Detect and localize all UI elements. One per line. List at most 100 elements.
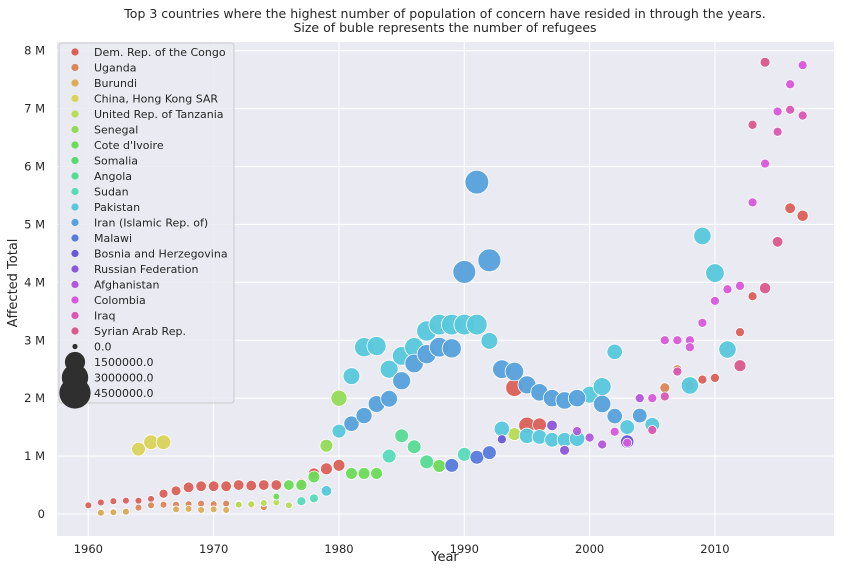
- data-point: [680, 376, 700, 395]
- x-tick-label: 1970: [199, 542, 228, 556]
- y-tick-label: 4 M: [24, 275, 45, 289]
- data-point: [284, 501, 293, 510]
- chart-title: Top 3 countries where the highest number…: [123, 6, 765, 21]
- data-point: [672, 335, 683, 346]
- data-point: [220, 480, 232, 492]
- data-point: [270, 479, 283, 491]
- legend-label: United Rep. of Tanzania: [94, 108, 224, 121]
- y-tick-label: 2 M: [24, 391, 45, 405]
- data-point: [659, 335, 670, 346]
- data-point: [379, 359, 399, 379]
- data-point: [747, 197, 758, 208]
- data-point: [747, 291, 758, 302]
- legend-marker: [71, 125, 79, 134]
- x-tick-label: 2000: [575, 542, 604, 556]
- data-point: [747, 119, 758, 130]
- legend-label: Dem. Rep. of the Congo: [94, 46, 226, 59]
- ticks-layer: 1960 1970 1980 1990 2000 2010 0 1 M 2 M 3 M 4 M 5 M…: [24, 44, 729, 556]
- y-tick-label: 8 M: [24, 44, 45, 58]
- data-point: [158, 488, 169, 499]
- data-point: [441, 338, 462, 359]
- data-point: [797, 110, 808, 121]
- data-point: [155, 434, 172, 450]
- data-point: [320, 485, 333, 497]
- data-point: [697, 317, 708, 328]
- data-point: [380, 389, 398, 408]
- legend-marker: [71, 218, 79, 227]
- data-point: [308, 493, 319, 504]
- legend-marker: [71, 172, 79, 180]
- data-point: [147, 495, 155, 503]
- data-point: [771, 236, 784, 248]
- legend-label: Iraq: [94, 310, 116, 323]
- legend-label: Senegal: [94, 124, 138, 137]
- data-point: [222, 506, 231, 514]
- data-point: [710, 295, 720, 306]
- legend-label: Malawi: [94, 232, 132, 245]
- data-point: [307, 470, 321, 484]
- data-point: [370, 467, 383, 480]
- data-point: [606, 407, 623, 425]
- data-point: [684, 342, 695, 353]
- data-point: [477, 248, 502, 273]
- y-tick-label: 3 M: [24, 333, 45, 347]
- data-point: [258, 479, 270, 491]
- data-point: [184, 504, 193, 513]
- legend-label: Iran (Islamic Rep. of): [94, 217, 208, 230]
- data-point: [392, 371, 412, 391]
- legend-marker: [71, 187, 79, 196]
- data-point: [606, 343, 623, 360]
- legend-marker: [71, 63, 79, 72]
- data-point: [592, 377, 612, 397]
- data-point: [584, 432, 595, 443]
- data-point: [330, 389, 348, 407]
- legend-marker: [71, 311, 79, 320]
- x-tick-label: 1990: [450, 542, 479, 556]
- data-point: [319, 438, 334, 453]
- data-point: [504, 361, 525, 382]
- data-point: [394, 428, 409, 444]
- data-point: [567, 389, 587, 408]
- data-point: [466, 313, 488, 336]
- data-point: [342, 367, 361, 385]
- data-point: [772, 106, 783, 117]
- legend-label: Burundi: [94, 77, 137, 90]
- data-point: [272, 492, 281, 501]
- data-point: [357, 467, 371, 480]
- data-point: [705, 263, 725, 283]
- data-point: [464, 169, 490, 195]
- data-point: [247, 500, 256, 509]
- data-point: [419, 454, 435, 470]
- data-point: [197, 506, 205, 514]
- legend-marker: [71, 249, 79, 258]
- data-point: [381, 448, 397, 464]
- legend-marker: [71, 327, 79, 335]
- legend-label: Russian Federation: [94, 263, 198, 276]
- data-point: [195, 480, 207, 492]
- legend-box: [58, 42, 235, 404]
- y-tick-label: 6 M: [24, 160, 45, 174]
- legend-marker: [71, 110, 79, 118]
- data-point: [232, 479, 245, 491]
- data-point: [134, 503, 143, 512]
- size-legend-label: 3000000.0: [94, 372, 154, 385]
- data-point: [634, 393, 645, 404]
- data-point: [647, 425, 658, 435]
- data-point: [234, 500, 243, 509]
- data-point: [796, 209, 809, 222]
- data-point: [759, 282, 772, 295]
- data-point: [134, 496, 143, 505]
- data-point: [735, 280, 745, 291]
- data-point: [659, 382, 671, 394]
- data-point: [355, 407, 373, 425]
- data-point: [456, 447, 472, 462]
- data-point: [659, 391, 670, 402]
- data-point: [693, 226, 712, 246]
- data-point: [444, 458, 460, 473]
- data-point: [480, 332, 499, 350]
- data-point: [622, 437, 633, 448]
- size-legend-marker: [72, 343, 78, 350]
- data-point: [182, 481, 195, 494]
